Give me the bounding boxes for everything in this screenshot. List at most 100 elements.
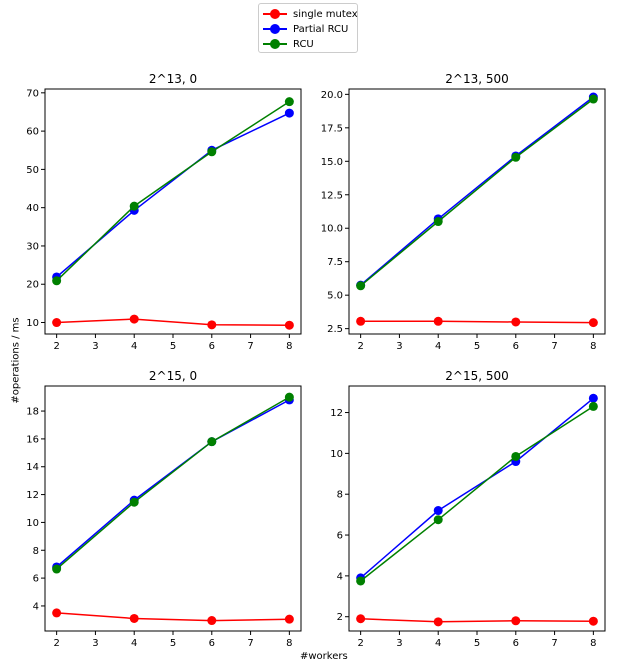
y-tick-label: 2.5 <box>327 324 343 335</box>
x-tick-label: 3 <box>396 638 402 649</box>
y-tick-label: 16 <box>26 434 39 445</box>
legend-label: single mutex <box>293 8 358 20</box>
y-tick-label: 18 <box>26 407 39 418</box>
series-line-single-mutex <box>56 612 290 622</box>
data-point-rcu <box>356 281 366 291</box>
series-line-partial-rcu <box>360 397 594 579</box>
data-point-single-mutex <box>433 316 443 326</box>
y-tick-label: 10 <box>26 318 39 329</box>
y-tick-label: 8 <box>337 490 343 501</box>
data-point-single-mutex <box>356 316 366 326</box>
x-tick-label: 4 <box>435 341 441 352</box>
data-point-rcu <box>129 497 139 507</box>
y-tick-label: 10.0 <box>321 224 343 235</box>
data-point-rcu <box>284 392 294 402</box>
x-tick-label: 8 <box>286 638 292 649</box>
x-tick-label: 2 <box>53 341 59 352</box>
data-point-single-mutex <box>588 616 598 626</box>
x-tick-label: 6 <box>513 341 519 352</box>
y-tick-label: 60 <box>26 127 39 138</box>
data-point-single-mutex <box>284 320 294 330</box>
y-tick-label: 2 <box>337 612 343 623</box>
subplot-title: 2^13, 0 <box>149 72 197 86</box>
y-tick-label: 70 <box>26 88 39 99</box>
subplot-title: 2^13, 500 <box>445 72 509 86</box>
y-tick-label: 50 <box>26 165 39 176</box>
data-point-rcu <box>52 564 62 574</box>
legend-label: RCU <box>293 38 314 50</box>
x-tick-label: 8 <box>590 638 596 649</box>
legend-swatch-blue <box>263 22 287 36</box>
data-point-single-mutex <box>207 320 217 330</box>
data-point-single-mutex <box>207 616 217 626</box>
x-tick-label: 6 <box>513 638 519 649</box>
y-tick-label: 14 <box>26 462 39 473</box>
y-tick-label: 12 <box>26 490 39 501</box>
x-tick-label: 2 <box>357 341 363 352</box>
subplot-4: 2^15, 500 2 3 4 5 6 7 8 2 4 6 8 10 12 <box>330 369 606 649</box>
y-tick-label: 40 <box>26 203 39 214</box>
series-line-partial-rcu <box>56 399 290 568</box>
y-tick-label: 4 <box>33 601 39 612</box>
legend-entry-rcu: RCU <box>263 37 314 51</box>
x-tick-label: 6 <box>209 341 215 352</box>
data-point-rcu <box>588 401 598 411</box>
x-tick-label: 2 <box>357 638 363 649</box>
y-tick-label: 10 <box>330 449 343 460</box>
y-tick-label: 12.5 <box>321 190 343 201</box>
x-tick-label: 8 <box>590 341 596 352</box>
data-point-single-mutex <box>129 314 139 324</box>
series-line-rcu <box>56 100 290 282</box>
x-tick-label: 3 <box>92 341 98 352</box>
legend-swatch-green <box>263 37 287 51</box>
x-tick-label: 5 <box>474 341 480 352</box>
data-point-rcu <box>511 152 521 162</box>
y-tick-label: 20.0 <box>321 90 343 101</box>
legend: single mutex Partial RCU RCU <box>258 3 358 53</box>
data-point-single-mutex <box>588 318 598 328</box>
series-line-partial-rcu <box>360 96 594 286</box>
y-tick-label: 17.5 <box>321 123 343 134</box>
subplot-3: 2^15, 0 2 3 4 5 6 7 8 4 6 8 10 12 14 16 18 <box>26 369 302 649</box>
y-tick-label: 20 <box>26 280 39 291</box>
subplot-title: 2^15, 500 <box>445 369 509 383</box>
series-line-rcu <box>360 405 594 582</box>
series-line-single-mutex <box>360 320 594 324</box>
data-point-rcu <box>207 147 217 157</box>
subplot-1: 2^13, 0 2 3 4 5 6 7 8 10 20 30 40 50 60 70 <box>26 72 302 352</box>
data-point-rcu <box>356 576 366 586</box>
data-point-single-mutex <box>129 613 139 623</box>
x-tick-label: 8 <box>286 341 292 352</box>
series-line-rcu <box>56 396 290 570</box>
series-line-partial-rcu <box>56 112 290 278</box>
data-point-rcu <box>511 451 521 461</box>
x-axis-label: #workers <box>300 651 348 662</box>
x-tick-label: 5 <box>170 341 176 352</box>
legend-entry-single-mutex: single mutex <box>263 7 358 21</box>
data-point-partial-rcu <box>588 393 598 403</box>
data-point-partial-rcu <box>433 506 443 516</box>
data-point-rcu <box>433 217 443 227</box>
plot-frame <box>348 385 606 632</box>
x-tick-label: 5 <box>170 638 176 649</box>
y-tick-label: 10 <box>26 518 39 529</box>
y-tick-label: 6 <box>337 531 343 542</box>
y-tick-label: 8 <box>33 546 39 557</box>
data-point-rcu <box>588 94 598 104</box>
data-point-single-mutex <box>433 617 443 627</box>
x-tick-label: 4 <box>131 638 137 649</box>
data-point-single-mutex <box>511 317 521 327</box>
data-point-rcu <box>52 276 62 286</box>
plot-frame <box>348 88 606 335</box>
subplot-title: 2^15, 0 <box>149 369 197 383</box>
legend-label: Partial RCU <box>293 23 349 35</box>
y-tick-label: 30 <box>26 241 39 252</box>
data-point-single-mutex <box>356 614 366 624</box>
x-tick-label: 6 <box>209 638 215 649</box>
series-line-rcu <box>360 98 594 287</box>
y-tick-label: 5.0 <box>327 291 343 302</box>
plot-frame <box>44 385 302 632</box>
legend-swatch-red <box>263 7 287 21</box>
y-tick-label: 4 <box>337 571 343 582</box>
x-tick-label: 4 <box>435 638 441 649</box>
